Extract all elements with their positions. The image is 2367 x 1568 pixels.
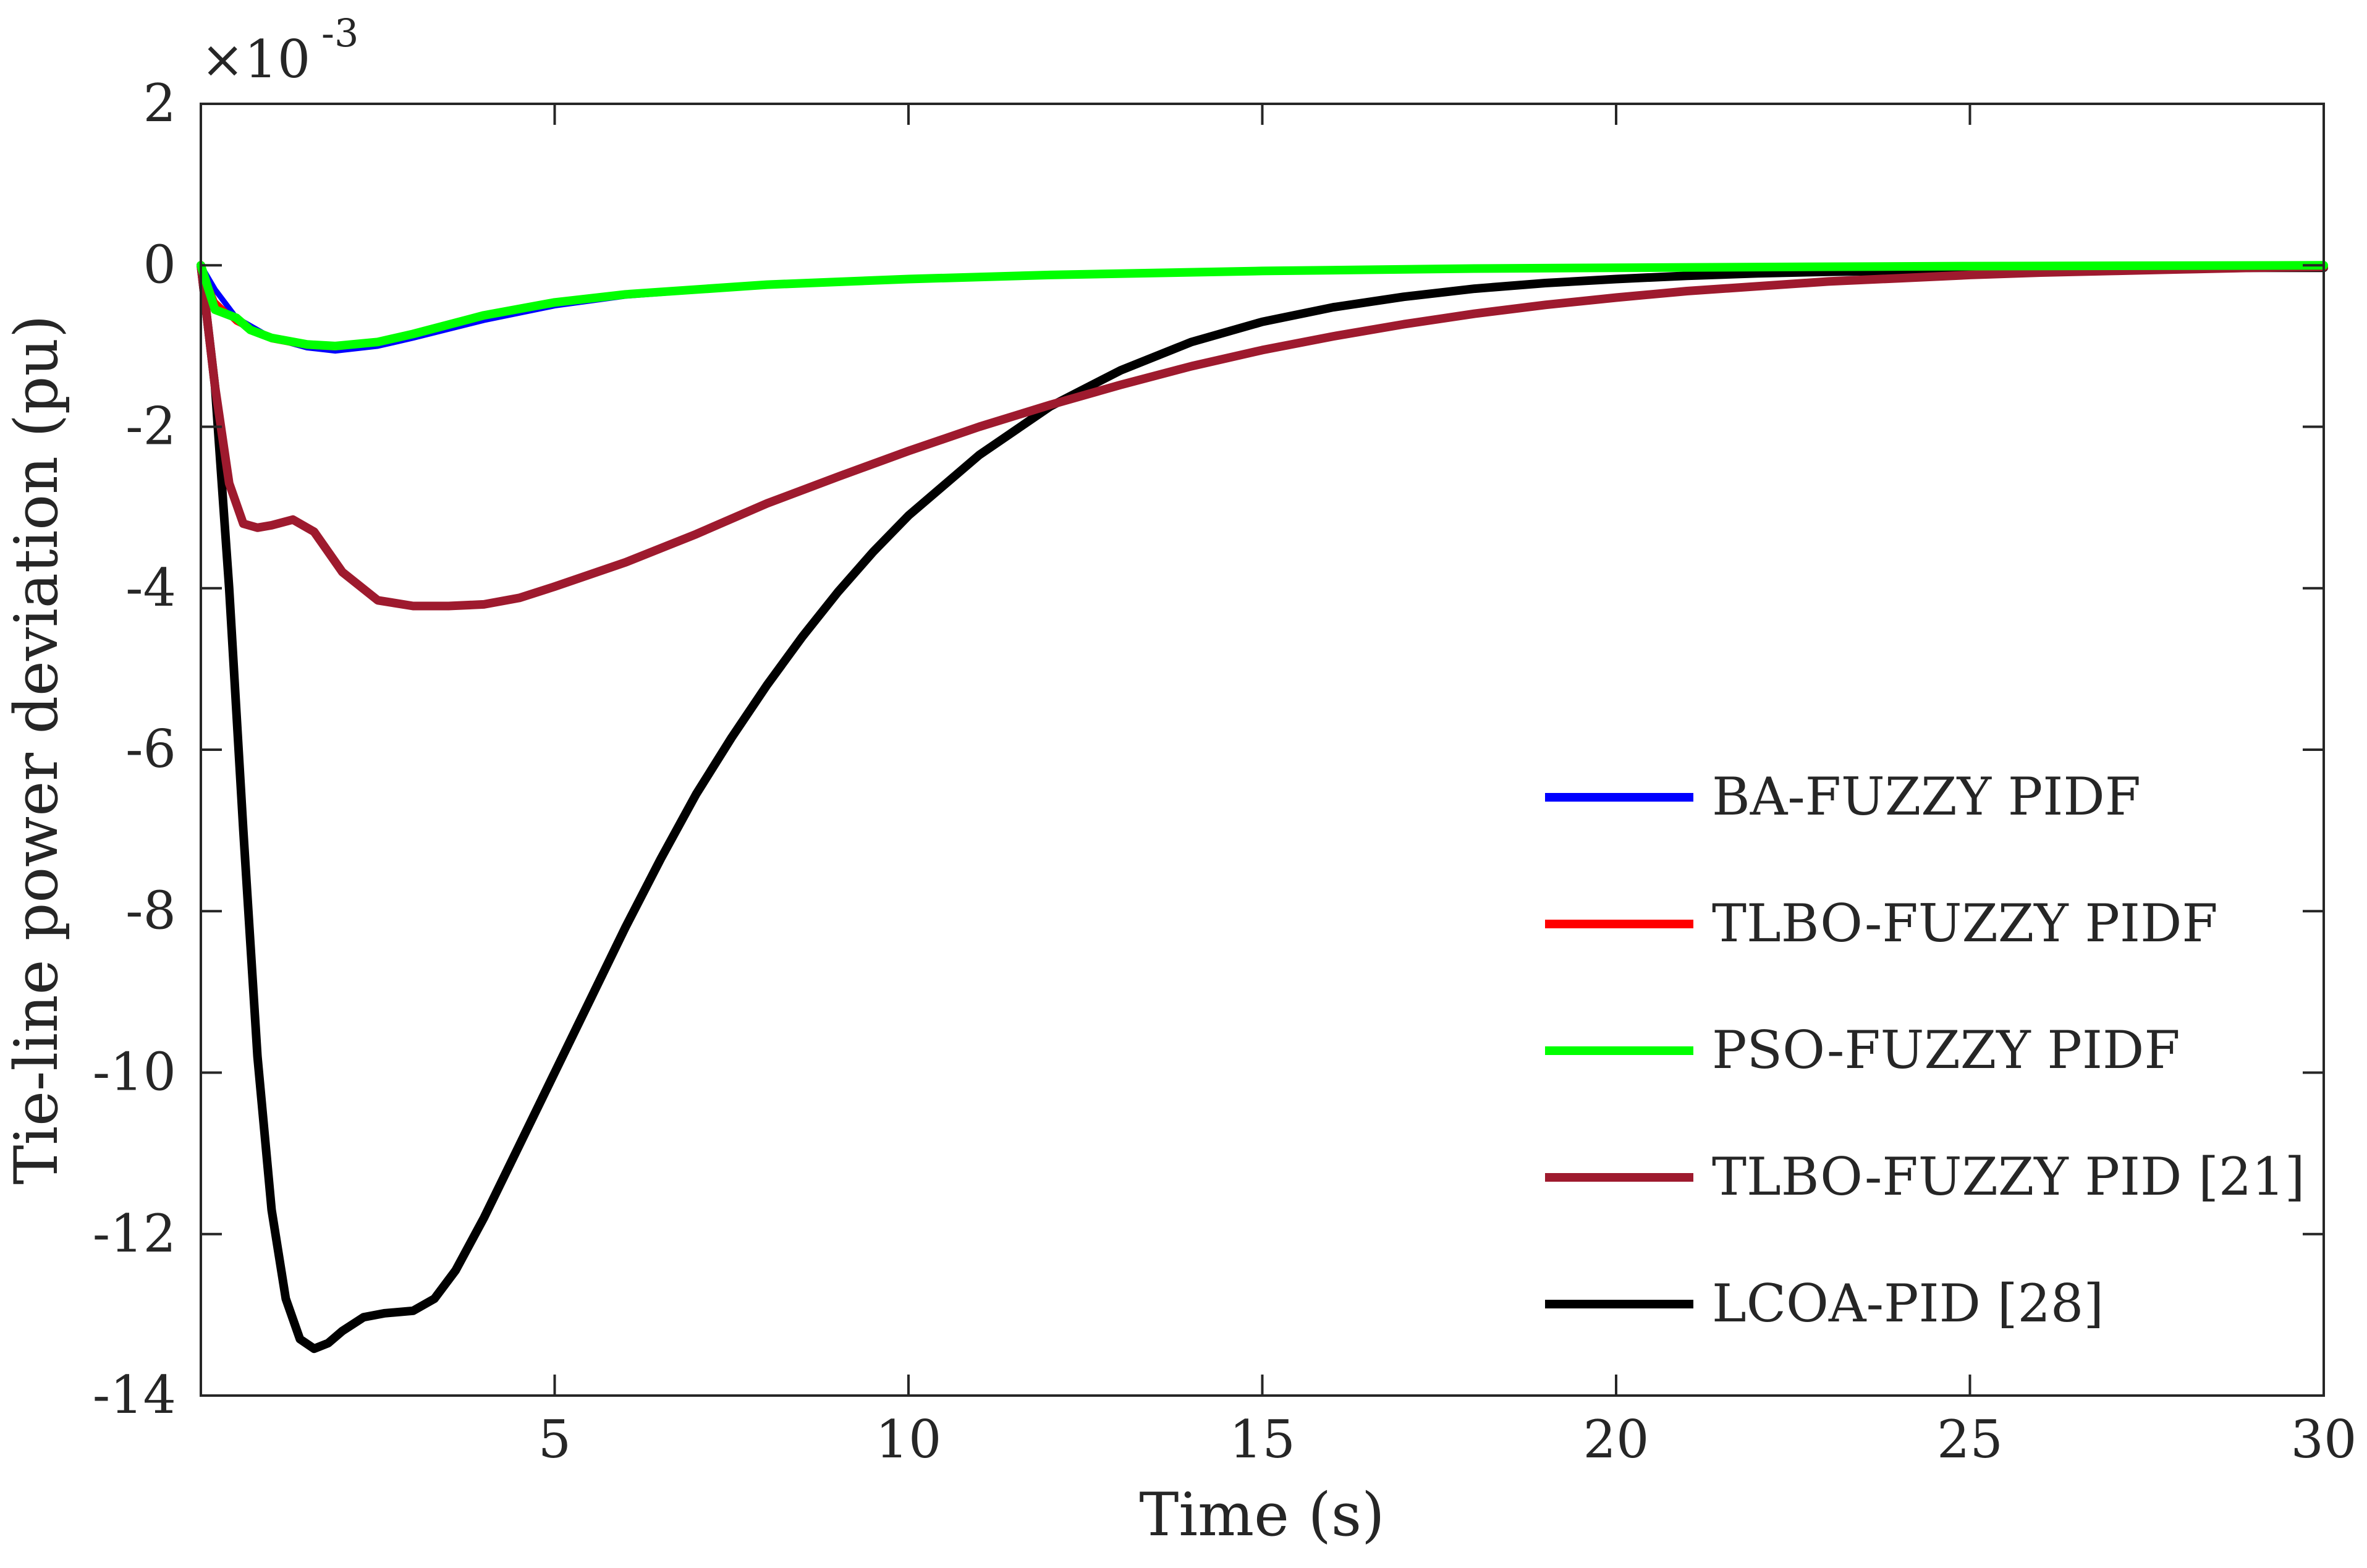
y-axis-label: Tie-line power deviation (pu) [2,315,71,1184]
y-tick-label: -2 [125,396,176,457]
y-tick-label: -14 [93,1365,176,1425]
legend-label: LCOA-PID [28] [1712,1273,2104,1334]
y-tick-label: -12 [93,1203,176,1264]
legend-label: TLBO-FUZZY PID [21] [1712,1146,2305,1207]
x-tick-label: 5 [538,1409,571,1470]
y-tick-label: -4 [125,557,176,618]
x-tick-label: 30 [2291,1409,2357,1470]
series-layer [197,261,2328,1354]
label-layer: ×10 -3 Time (s) Tie-line power deviation… [2,11,1385,1549]
x-axis-label: Time (s) [1139,1480,1384,1549]
series-line-tlbo-fuzzy-pid-21 [197,261,2328,611]
y-tick-label: 2 [143,73,176,133]
y-tick-label: -6 [125,719,176,779]
exponent-power: -3 [321,11,358,56]
x-tick-label: 20 [1583,1409,1649,1470]
y-tick-label: 0 [143,234,176,295]
series-line-pso-fuzzy-pidf [197,261,2328,350]
series-line-lcoa-pid-28 [197,261,2328,1354]
x-tick-label: 25 [1937,1409,2003,1470]
legend: BA-FUZZY PIDF TLBO-FUZZY PIDF PSO-FUZZY PI… [1545,766,2305,1334]
x-tick-label: 15 [1229,1409,1295,1470]
y-tick-label: -8 [125,880,176,941]
y-tick-label: -10 [93,1042,176,1103]
legend-label: PSO-FUZZY PIDF [1712,1020,2180,1080]
legend-label: BA-FUZZY PIDF [1712,766,2141,827]
x-tick-label: 10 [876,1409,942,1470]
legend-label: TLBO-FUZZY PIDF [1712,893,2218,954]
exponent-multiplier: ×10 [201,29,310,90]
